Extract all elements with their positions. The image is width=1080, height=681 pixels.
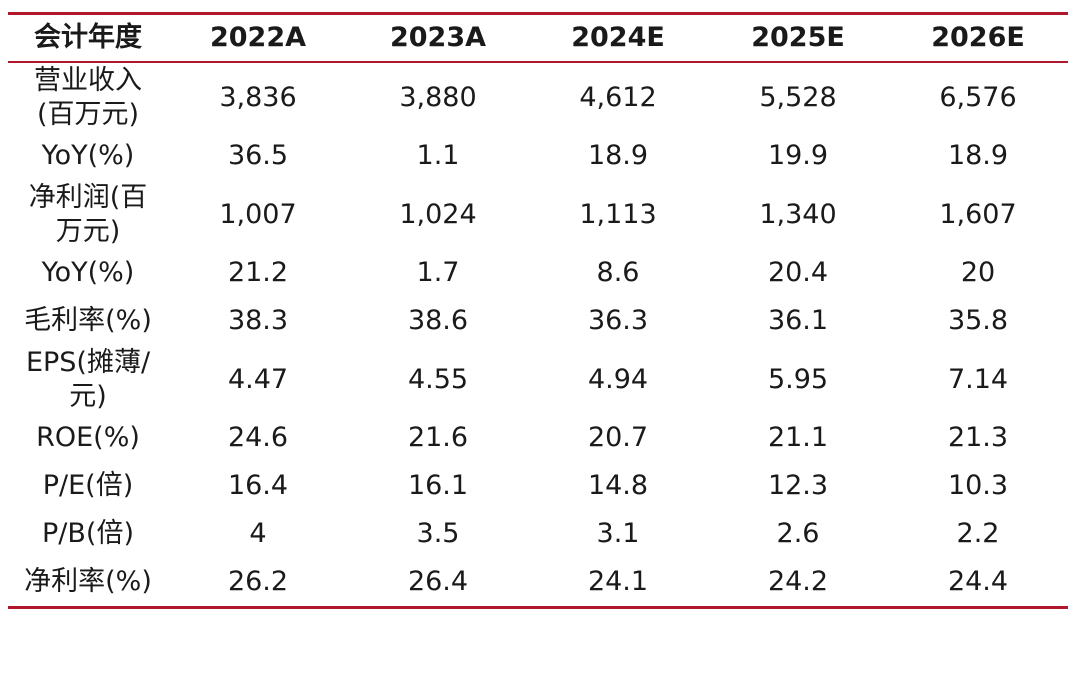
- row-label: ROE(%): [8, 421, 168, 455]
- table-cell: 16.4: [227, 470, 289, 501]
- table-cell: 4.47: [227, 363, 289, 395]
- table-cell: 4: [249, 518, 267, 549]
- row-label-line: 净利润(百: [28, 181, 148, 213]
- table-cell: 21.3: [947, 422, 1009, 453]
- row-label-line: EPS(摊薄/: [25, 346, 151, 378]
- table-cell: 7.14: [947, 363, 1009, 395]
- header-cell-2024e: 2024E: [571, 22, 665, 53]
- row-label: 净利率(%): [8, 565, 168, 599]
- row-label-line: (百万元): [36, 98, 140, 130]
- table-cell: 20.4: [767, 257, 829, 288]
- table-cell: 18.9: [947, 140, 1009, 171]
- table-row: P/E(倍) 16.4 16.1 14.8 12.3 10.3: [8, 462, 1068, 510]
- table-cell: 1,340: [759, 198, 837, 230]
- row-label-line: 净利率(%): [24, 566, 152, 597]
- table-cell: 20.7: [587, 422, 649, 453]
- row-label-line: P/B(倍): [42, 518, 134, 549]
- table-row: YoY(%) 21.2 1.7 8.6 20.4 20: [8, 249, 1068, 297]
- row-label: YoY(%): [8, 256, 168, 290]
- table-cell: 4.94: [587, 363, 649, 395]
- table-cell: 12.3: [767, 470, 829, 501]
- top-rule: [8, 12, 1068, 15]
- table-cell: 1.7: [416, 257, 460, 288]
- table-cell: 1,113: [579, 198, 657, 230]
- header-cell-fiscal-year: 会计年度: [34, 22, 142, 53]
- table-cell: 5.95: [767, 363, 829, 395]
- row-label: 净利润(百 万元): [8, 181, 168, 249]
- table-row: P/B(倍) 4 3.5 3.1 2.6 2.2: [8, 510, 1068, 558]
- table-cell: 3,836: [219, 81, 297, 113]
- table-cell: 1,007: [219, 198, 297, 230]
- table-cell: 24.2: [767, 566, 829, 597]
- row-label-line: P/E(倍): [42, 470, 134, 501]
- table-row: 净利润(百 万元) 1,007 1,024 1,113 1,340 1,607: [8, 180, 1068, 249]
- table-cell: 1.1: [416, 140, 460, 171]
- table-header: 会计年度 2022A 2023A 2024E 2025E 2026E: [8, 15, 1068, 61]
- table-cell: 1,024: [399, 198, 477, 230]
- table-cell: 16.1: [407, 470, 469, 501]
- table-cell: 36.5: [227, 140, 289, 171]
- row-label-line: 万元): [55, 215, 121, 247]
- table-row: 毛利率(%) 38.3 38.6 36.3 36.1 35.8: [8, 297, 1068, 345]
- table-row: ROE(%) 24.6 21.6 20.7 21.1 21.3: [8, 414, 1068, 462]
- table-row: EPS(摊薄/ 元) 4.47 4.55 4.94 5.95 7.14: [8, 345, 1068, 414]
- table-cell: 24.4: [947, 566, 1009, 597]
- table-cell: 4.55: [407, 363, 469, 395]
- table-row: 净利率(%) 26.2 26.4 24.1 24.2 24.4: [8, 558, 1068, 606]
- table-cell: 26.2: [227, 566, 289, 597]
- row-label: 营业收入 (百万元): [8, 64, 168, 132]
- table-cell: 20: [960, 257, 996, 288]
- table-row: 营业收入 (百万元) 3,836 3,880 4,612 5,528 6,576: [8, 63, 1068, 132]
- header-cell-2022a: 2022A: [209, 22, 307, 53]
- header-cell-2026e: 2026E: [931, 22, 1025, 53]
- table-cell: 36.3: [587, 305, 649, 336]
- table-body: 营业收入 (百万元) 3,836 3,880 4,612 5,528 6,576…: [8, 63, 1068, 606]
- header-cell-2023a: 2023A: [389, 22, 487, 53]
- row-label-line: 毛利率(%): [24, 305, 152, 336]
- table-cell: 38.6: [407, 305, 469, 336]
- table-cell: 1,607: [939, 198, 1017, 230]
- table-cell: 2.2: [956, 518, 1000, 549]
- table-cell: 18.9: [587, 140, 649, 171]
- row-label: EPS(摊薄/ 元): [8, 346, 168, 414]
- table-cell: 5,528: [759, 81, 837, 113]
- row-label-line: 营业收入: [34, 64, 142, 96]
- table-cell: 24.1: [587, 566, 649, 597]
- row-label-line: 元): [69, 380, 107, 412]
- row-label-line: YoY(%): [41, 140, 135, 171]
- row-label: P/E(倍): [8, 469, 168, 503]
- table-cell: 3,880: [399, 81, 477, 113]
- table-cell: 2.6: [776, 518, 820, 549]
- table-cell: 38.3: [227, 305, 289, 336]
- row-label: P/B(倍): [8, 517, 168, 551]
- table-cell: 36.1: [767, 305, 829, 336]
- table-cell: 19.9: [767, 140, 829, 171]
- table-cell: 6,576: [939, 81, 1017, 113]
- header-rule: [8, 61, 1068, 63]
- row-label-line: YoY(%): [41, 257, 135, 288]
- table-cell: 8.6: [596, 257, 640, 288]
- table-row: YoY(%) 36.5 1.1 18.9 19.9 18.9: [8, 132, 1068, 180]
- table-cell: 26.4: [407, 566, 469, 597]
- table-cell: 35.8: [947, 305, 1009, 336]
- row-label: 毛利率(%): [8, 304, 168, 338]
- row-label-line: ROE(%): [36, 422, 140, 453]
- row-label: YoY(%): [8, 139, 168, 173]
- table-cell: 3.1: [596, 518, 640, 549]
- table-cell: 24.6: [227, 422, 289, 453]
- table-cell: 3.5: [416, 518, 460, 549]
- table-cell: 10.3: [947, 470, 1009, 501]
- table-cell: 21.1: [767, 422, 829, 453]
- financial-forecast-table: 会计年度 2022A 2023A 2024E 2025E 2026E 营业收入 …: [8, 12, 1068, 609]
- bottom-rule: [8, 606, 1068, 609]
- table-cell: 21.2: [227, 257, 289, 288]
- table-cell: 14.8: [587, 470, 649, 501]
- table-cell: 4,612: [579, 81, 657, 113]
- table-cell: 21.6: [407, 422, 469, 453]
- header-cell-2025e: 2025E: [751, 22, 845, 53]
